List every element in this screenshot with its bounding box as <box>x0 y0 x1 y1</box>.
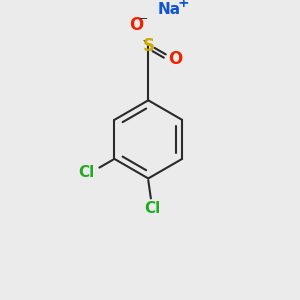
Text: Cl: Cl <box>145 201 161 216</box>
Text: −: − <box>138 14 148 24</box>
Text: +: + <box>177 0 189 10</box>
Text: O: O <box>129 16 143 34</box>
Text: O: O <box>168 50 182 68</box>
Text: S: S <box>142 38 154 56</box>
Text: Na: Na <box>158 2 181 17</box>
Text: Cl: Cl <box>78 165 94 180</box>
